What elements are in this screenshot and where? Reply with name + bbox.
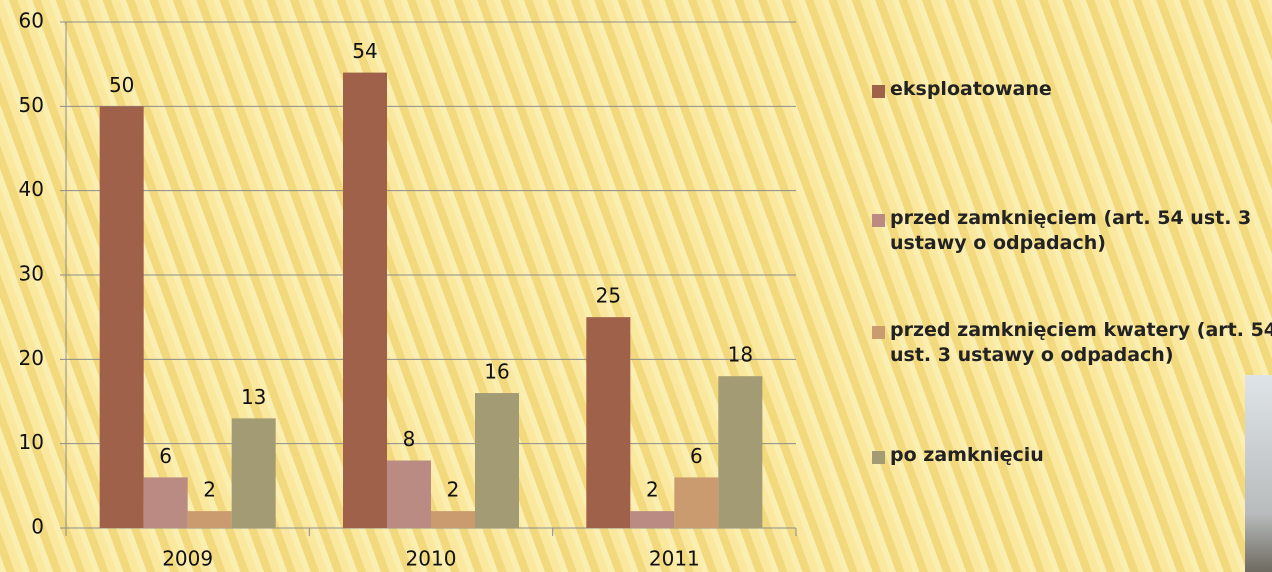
value-label: 2 xyxy=(203,478,216,502)
y-tick-label: 20 xyxy=(19,346,44,370)
x-tick-label: 2009 xyxy=(162,547,213,571)
x-tick-label: 2010 xyxy=(406,547,457,571)
legend-item: przed zamknięciem kwatery (art. 54 ust. … xyxy=(872,318,1272,368)
legend-label: przed zamknięciem kwatery (art. 54 ust. … xyxy=(890,319,1272,366)
bar xyxy=(630,511,674,528)
page: {"chart_data": {"type": "bar", "categori… xyxy=(0,0,1272,572)
legend-swatch xyxy=(872,451,885,464)
y-tick-label: 50 xyxy=(19,93,44,117)
bar xyxy=(100,106,144,528)
bar xyxy=(431,511,475,528)
y-tick-label: 10 xyxy=(19,430,44,454)
legend-swatch xyxy=(872,214,885,227)
photo-fragment xyxy=(1245,375,1272,572)
bar xyxy=(475,393,519,528)
value-label: 25 xyxy=(596,284,621,308)
value-label: 2 xyxy=(646,478,659,502)
legend-item: eksploatowane xyxy=(872,77,1272,102)
y-tick-label: 0 xyxy=(31,515,44,539)
legend-label: eksploatowane xyxy=(890,78,1052,100)
legend-item: przed zamknięciem (art. 54 ust. 3 ustawy… xyxy=(872,206,1272,256)
value-label: 54 xyxy=(352,39,377,63)
y-tick-label: 60 xyxy=(19,9,44,33)
legend-swatch xyxy=(872,85,885,98)
value-label: 16 xyxy=(484,360,509,384)
bar xyxy=(188,511,232,528)
value-label: 50 xyxy=(109,73,134,97)
bar xyxy=(343,73,387,528)
value-label: 13 xyxy=(241,385,266,409)
bar xyxy=(387,461,431,528)
bar xyxy=(674,477,718,528)
value-label: 18 xyxy=(728,343,753,367)
bar xyxy=(232,418,276,528)
value-label: 8 xyxy=(403,427,416,451)
legend-item: po zamknięciu xyxy=(872,443,1272,468)
value-label: 2 xyxy=(447,478,460,502)
legend-label: po zamknięciu xyxy=(890,444,1044,466)
bar xyxy=(586,317,630,528)
x-tick-label: 2011 xyxy=(649,547,700,571)
legend-label: przed zamknięciem (art. 54 ust. 3 ustawy… xyxy=(890,207,1251,254)
y-tick-label: 30 xyxy=(19,262,44,286)
bar xyxy=(718,376,762,528)
value-label: 6 xyxy=(159,444,172,468)
value-label: 6 xyxy=(690,444,703,468)
y-tick-label: 40 xyxy=(19,177,44,201)
bar xyxy=(144,477,188,528)
legend-swatch xyxy=(872,326,885,339)
